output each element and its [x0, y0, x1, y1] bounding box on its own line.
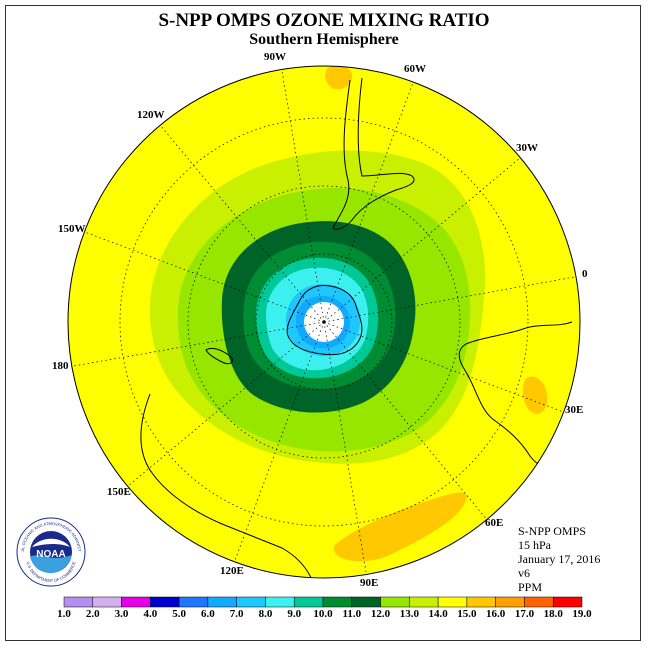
lon-label-150e: 150E: [107, 486, 131, 498]
lon-label-120w: 120W: [137, 109, 165, 121]
colorbar-swatch: [236, 596, 266, 608]
colorbar-swatch: [265, 596, 295, 608]
colorbar-tick-labels: 1.0 2.0 3.0 4.0 5.0 6.0 7.0 8.0 9.0 10.0 11.0 12.0 1…: [0, 608, 648, 622]
coast-australia: [140, 393, 313, 578]
ozone-patch-south: [333, 492, 467, 562]
lon-label-180: 180: [52, 360, 69, 372]
ozone-patch-north: [325, 66, 353, 90]
map-boundary: [67, 65, 581, 579]
latitude-circle-60: [187, 185, 461, 459]
graticule: [68, 66, 580, 578]
colorbar: [63, 596, 583, 608]
colorbar-tick-label: 18.0: [543, 608, 563, 620]
coast-new-zealand: [205, 347, 233, 365]
colorbar-tick-label: 12.0: [370, 608, 391, 620]
colorbar-swatch: [524, 596, 554, 608]
lon-label-30w: 30W: [516, 142, 538, 154]
colorbar-swatch: [92, 596, 122, 608]
info-date: January 17, 2016: [518, 552, 601, 566]
colorbar-tick-label: 17.0: [514, 608, 535, 620]
colorbar-tick-label: 4.0: [143, 608, 158, 620]
info-version: v6: [518, 566, 530, 580]
noaa-logo: NOAA NATIONAL OCEANIC AND ATMOSPHERIC AD…: [16, 517, 86, 587]
colorbar-tick-label: 1.0: [57, 608, 71, 620]
colorbar-swatch: [178, 596, 209, 608]
coast-antarctica: [286, 285, 363, 356]
colorbar-tick-label: 6.0: [201, 608, 215, 620]
lon-label-30e: 30E: [565, 404, 584, 416]
colorbar-swatch: [293, 596, 324, 608]
lon-label-60w: 60W: [404, 63, 426, 75]
latitude-circle-75: [255, 253, 393, 391]
colorbar-tick-label: 14.0: [428, 608, 448, 620]
colorbar-tick-label: 19.0: [572, 608, 592, 620]
lon-label-60e: 60E: [485, 517, 504, 529]
colorbar-swatch: [121, 596, 151, 608]
colorbar-tick-label: 13.0: [399, 608, 419, 620]
colorbar-tick-label: 15.0: [457, 608, 477, 620]
colorbar-swatch: [207, 596, 237, 608]
noaa-logo-text: NOAA: [36, 549, 65, 560]
colorbar-swatch: [380, 596, 410, 608]
ozone-patch-east: [522, 376, 548, 414]
colorbar-tick-label: 9.0: [287, 608, 302, 620]
colorbar-swatch: [552, 596, 583, 608]
lon-label-90e: 90E: [360, 577, 379, 589]
info-units: PPM: [518, 580, 543, 594]
info-pressure: 15 hPa: [518, 538, 551, 552]
colorbar-tick-label: 5.0: [172, 608, 186, 620]
colorbar-tick-label: 7.0: [229, 608, 244, 620]
colorbar-swatch: [63, 596, 94, 608]
info-instrument: S-NPP OMPS: [518, 524, 586, 538]
colorbar-swatch: [495, 596, 525, 608]
colorbar-tick-label: 3.0: [114, 608, 129, 620]
colorbar-swatch: [150, 596, 180, 608]
colorbar-swatch: [351, 596, 381, 608]
info-block: S-NPP OMPS 15 hPa January 17, 2016 v6 PP…: [518, 524, 600, 594]
coast-south-america: [332, 77, 415, 230]
colorbar-tick-label: 11.0: [342, 608, 362, 620]
colorbar-tick-label: 2.0: [85, 608, 100, 620]
colorbar-swatch: [409, 596, 439, 608]
map-title: S-NPP OMPS OZONE MIXING RATIO: [158, 10, 490, 31]
colorbar-tick-label: 10.0: [313, 608, 333, 620]
lon-label-120e: 120E: [220, 565, 244, 577]
lon-label-0: 0: [582, 268, 588, 280]
colorbar-swatch: [322, 596, 353, 608]
colorbar-tick-label: 16.0: [486, 608, 506, 620]
map-subtitle: Southern Hemisphere: [249, 31, 399, 48]
colorbar-swatch: [466, 596, 496, 608]
lon-label-90w: 90W: [264, 51, 286, 63]
latitude-circle-45: [119, 117, 529, 527]
lon-label-150w: 150W: [58, 223, 86, 235]
coast-africa: [458, 321, 573, 472]
colorbar-swatch: [437, 596, 468, 608]
coastlines: [140, 77, 573, 578]
map-frame: [5, 5, 641, 641]
colorbar-tick-label: 8.0: [258, 608, 273, 620]
